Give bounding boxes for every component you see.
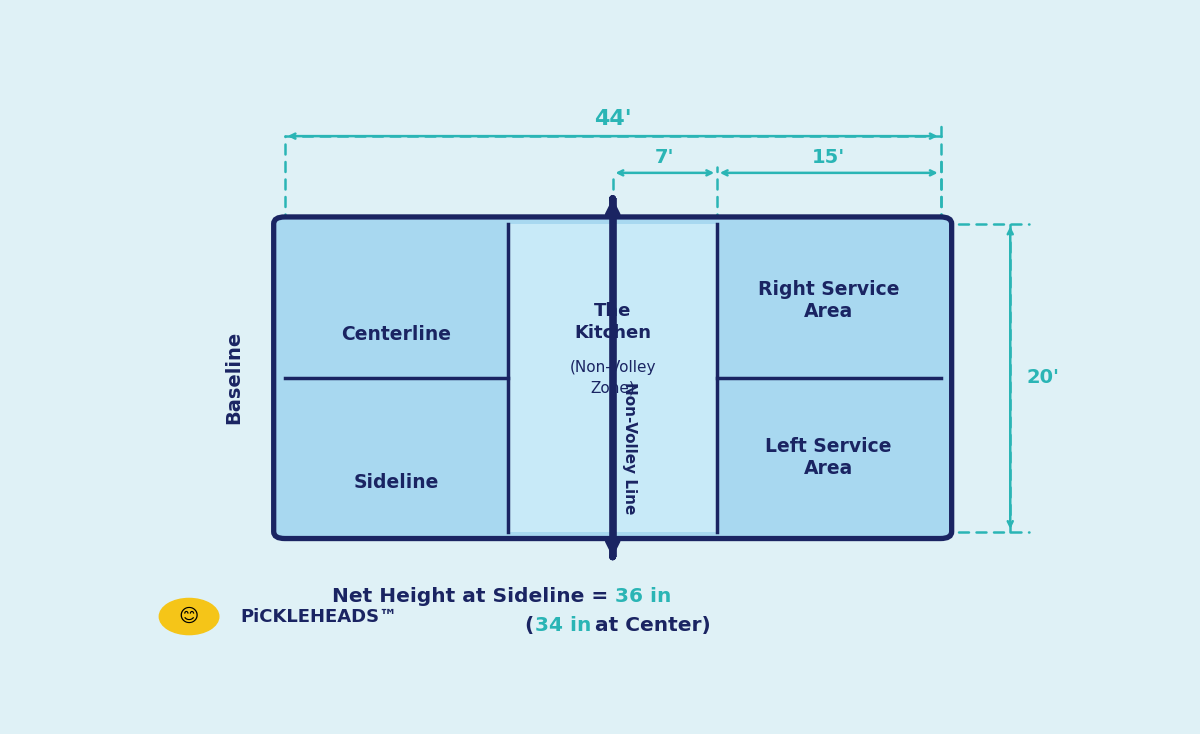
Text: 44': 44' [594, 109, 631, 128]
Text: 😊: 😊 [179, 607, 199, 626]
Text: Centerline: Centerline [342, 325, 451, 344]
Text: Right Service
Area: Right Service Area [758, 280, 900, 321]
Text: 15': 15' [812, 148, 845, 167]
Text: (Non-Volley
Zone): (Non-Volley Zone) [570, 360, 656, 395]
Circle shape [160, 598, 218, 635]
Text: Non-Volley Line: Non-Volley Line [622, 382, 637, 515]
Text: Baseline: Baseline [224, 331, 244, 424]
Text: Net Height at Sideline =: Net Height at Sideline = [331, 587, 616, 606]
Text: Sideline: Sideline [354, 473, 439, 492]
Text: 34 in: 34 in [535, 616, 592, 634]
Text: at Center): at Center) [588, 616, 712, 634]
FancyBboxPatch shape [274, 217, 952, 539]
Text: Left Service
Area: Left Service Area [766, 437, 892, 479]
Text: PiCKLEHEADS™: PiCKLEHEADS™ [240, 608, 397, 625]
Bar [509, 224, 716, 531]
Text: The
Kitchen: The Kitchen [574, 302, 652, 342]
Text: 7': 7' [655, 148, 674, 167]
Text: 36 in: 36 in [616, 587, 671, 606]
Text: (: ( [524, 616, 533, 634]
Text: 20': 20' [1026, 368, 1060, 388]
